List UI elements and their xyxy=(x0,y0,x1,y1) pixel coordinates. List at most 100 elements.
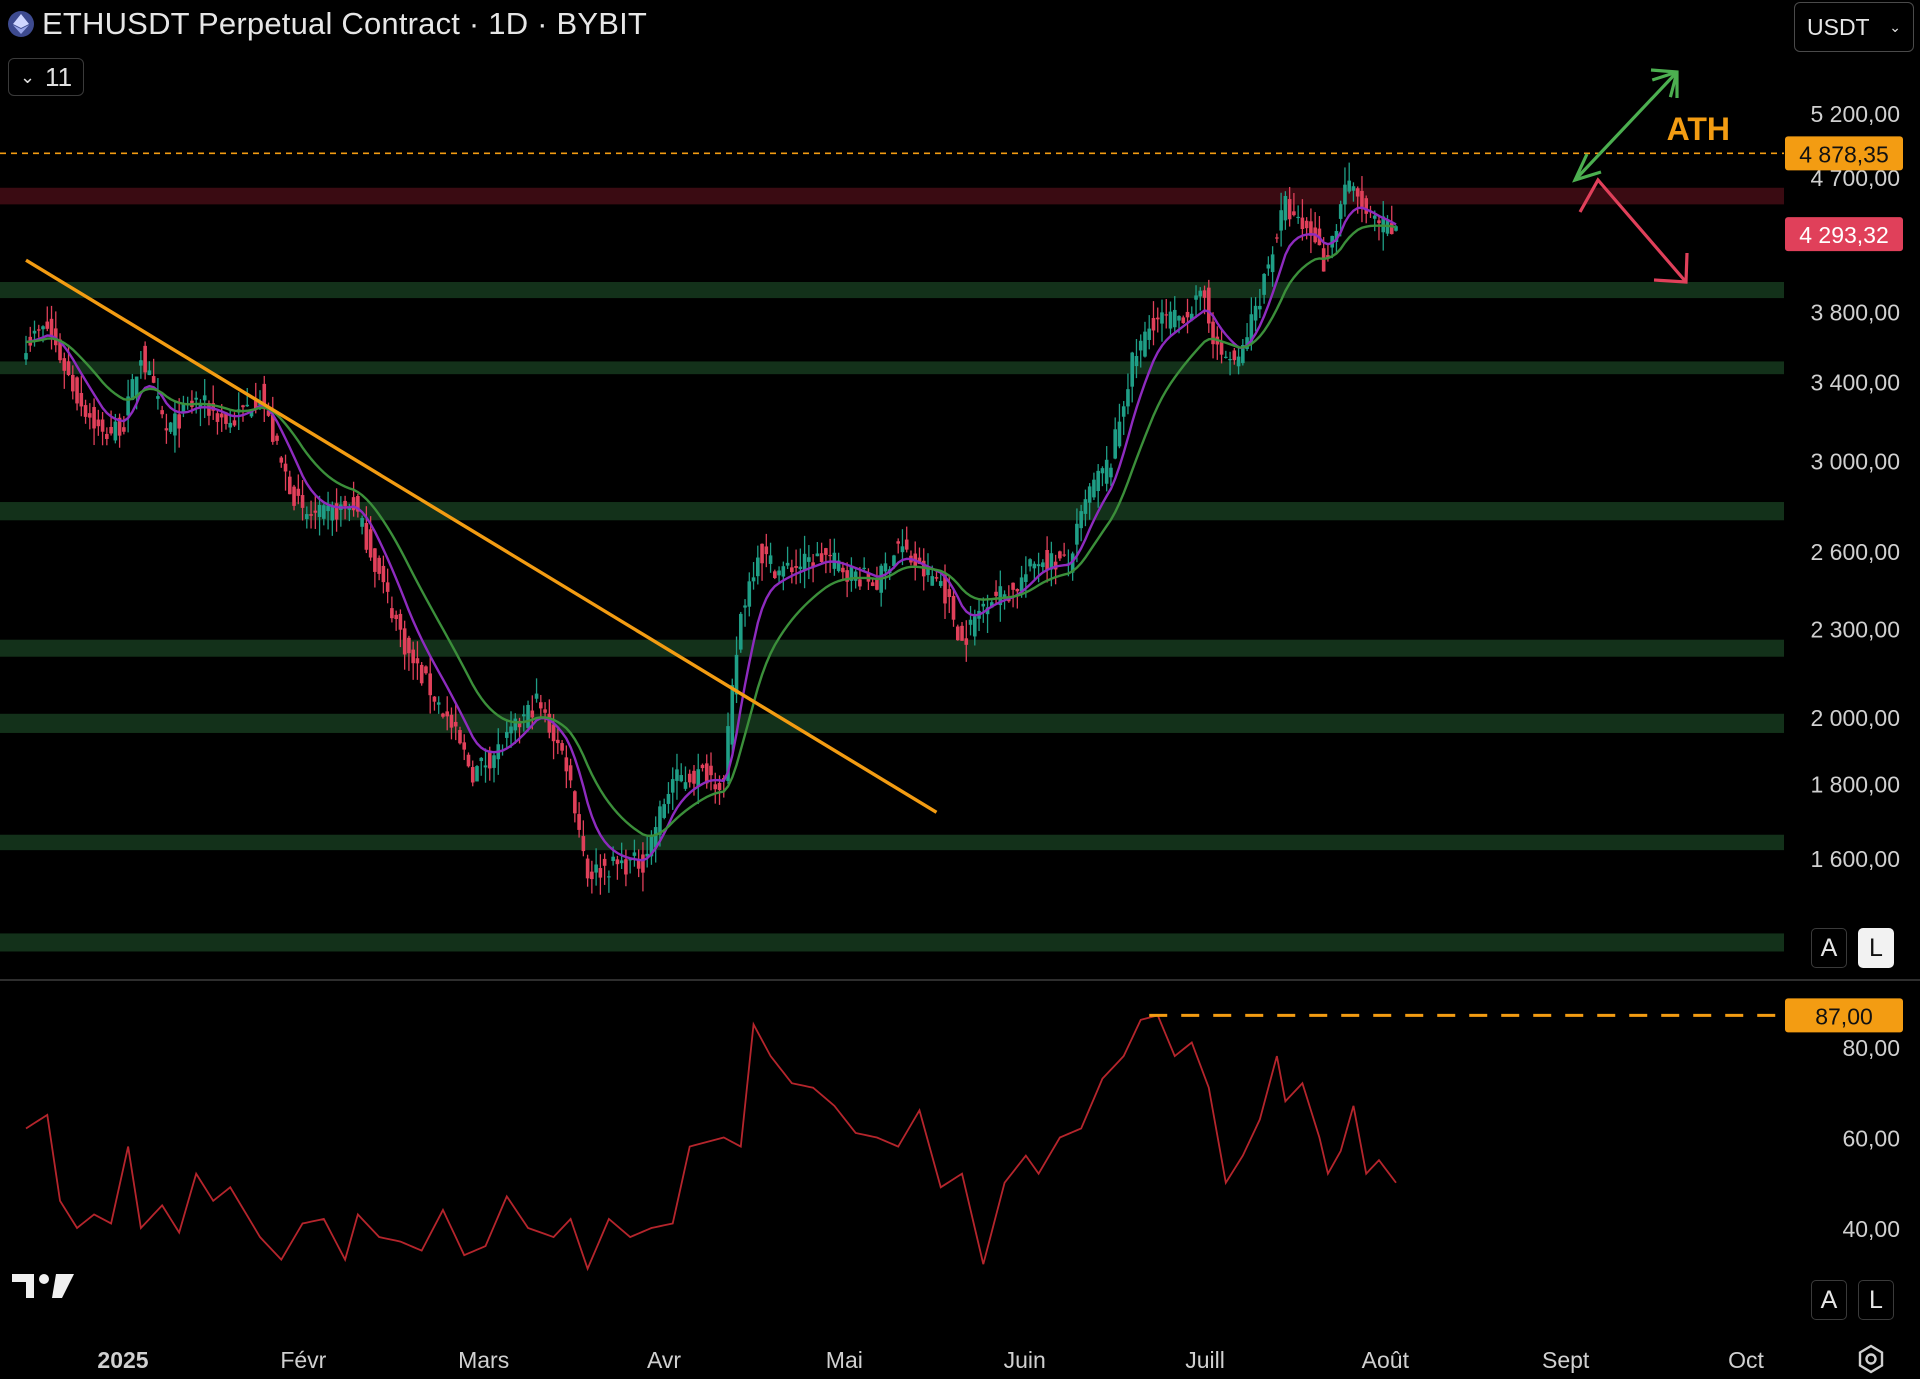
candle-body xyxy=(547,713,552,733)
candle-body xyxy=(1121,406,1126,417)
candle-body xyxy=(347,507,352,510)
candle-body xyxy=(1338,204,1343,219)
candle-body xyxy=(228,422,233,428)
symbol-title[interactable]: ETHUSDT Perpetual Contract · 1D · BYBIT xyxy=(42,6,648,41)
candle-body xyxy=(402,628,407,655)
candle-body xyxy=(738,613,743,650)
candle-body xyxy=(24,353,28,360)
candle-body xyxy=(1343,184,1347,205)
support-zone xyxy=(0,361,1784,375)
candle-body xyxy=(521,714,526,717)
candle-body xyxy=(802,553,807,571)
time-axis-label: Oct xyxy=(1728,1347,1764,1373)
candle-body xyxy=(696,769,701,787)
candle-body xyxy=(841,567,845,573)
candle-body xyxy=(773,571,777,579)
candle-body xyxy=(947,589,952,598)
candle-body xyxy=(1049,553,1054,570)
candle-body xyxy=(224,412,228,424)
price-axis-label: 2 000,00 xyxy=(1810,705,1900,731)
candle-body xyxy=(1083,499,1088,514)
log-scale-button-price[interactable]: L xyxy=(1858,928,1894,968)
candle-body xyxy=(760,543,764,564)
candle-body xyxy=(904,539,909,550)
candle-body xyxy=(670,779,675,793)
candle-body xyxy=(419,664,424,684)
time-axis-label: Mars xyxy=(458,1347,509,1373)
candle-body xyxy=(1130,352,1135,387)
candle-body xyxy=(1394,226,1398,231)
indicators-toggle-button[interactable]: ⌄ 11 xyxy=(8,58,84,96)
auto-scale-button-price[interactable]: A xyxy=(1811,928,1847,968)
candle-body xyxy=(777,570,781,576)
candle-body xyxy=(1202,290,1207,298)
candle-body xyxy=(245,404,250,407)
tradingview-logo[interactable] xyxy=(12,1270,76,1307)
arrow-down-scenario xyxy=(1572,68,1689,284)
eth-coin-icon xyxy=(8,11,34,37)
log-scale-button-rsi[interactable]: L xyxy=(1858,1280,1894,1320)
candle-body xyxy=(394,614,398,620)
support-zone xyxy=(0,282,1784,299)
candle-body xyxy=(943,575,947,604)
candle-body xyxy=(32,330,37,334)
candle-body xyxy=(287,476,292,495)
candle-body xyxy=(543,709,547,713)
candle-body xyxy=(309,514,313,516)
candle-body xyxy=(819,553,824,562)
candle-body xyxy=(598,868,603,878)
candle-body xyxy=(1092,479,1096,498)
candle-body xyxy=(300,495,305,508)
candle-body xyxy=(1045,549,1049,570)
candle-body xyxy=(526,705,530,728)
candle-body xyxy=(160,410,164,415)
candle-body xyxy=(109,426,113,434)
candle-body xyxy=(1300,217,1305,230)
candle-body xyxy=(62,358,67,371)
candle-body xyxy=(1211,321,1215,345)
candle-body xyxy=(1360,190,1364,209)
candle-body xyxy=(1334,231,1339,242)
candle-body xyxy=(692,770,696,784)
candle-body xyxy=(1019,577,1024,592)
candle-body xyxy=(283,463,288,472)
candle-body xyxy=(951,595,956,620)
candle-body xyxy=(683,782,688,789)
candle-body xyxy=(1262,273,1266,295)
price-axis-label: 2 600,00 xyxy=(1810,539,1900,565)
candle-body xyxy=(194,397,198,400)
candle-body xyxy=(1075,523,1079,545)
candle-body xyxy=(1287,199,1292,220)
candle-body xyxy=(858,579,862,587)
candle-body xyxy=(1087,486,1092,503)
candle-body xyxy=(1372,215,1377,219)
candle-body xyxy=(1198,290,1203,297)
candle-body xyxy=(1309,221,1313,236)
candle-body xyxy=(71,374,75,392)
candle-body xyxy=(126,396,130,416)
candle-body xyxy=(1100,468,1105,474)
candle-body xyxy=(675,769,679,781)
candle-body xyxy=(1224,356,1228,358)
candle-body xyxy=(636,860,641,869)
candle-body xyxy=(1079,511,1083,529)
candle-body xyxy=(334,503,339,520)
candle-body xyxy=(326,505,330,512)
candle-body xyxy=(305,514,309,520)
candle-body xyxy=(449,714,454,728)
candle-body xyxy=(815,553,820,557)
candle-body xyxy=(811,562,815,568)
candle-body xyxy=(364,523,369,550)
candle-body xyxy=(253,400,258,410)
candle-body xyxy=(1292,211,1296,216)
time-axis-label: Févr xyxy=(280,1347,326,1373)
candle-body xyxy=(83,405,88,417)
candle-body xyxy=(398,613,403,630)
currency-select[interactable]: USDT ⌄ xyxy=(1794,2,1914,52)
ath-price-tag-bg xyxy=(1785,136,1903,171)
settings-gear-icon[interactable] xyxy=(1856,1344,1886,1379)
candle-body xyxy=(1189,313,1194,321)
candle-body xyxy=(207,402,211,416)
auto-scale-button-rsi[interactable]: A xyxy=(1811,1280,1847,1320)
